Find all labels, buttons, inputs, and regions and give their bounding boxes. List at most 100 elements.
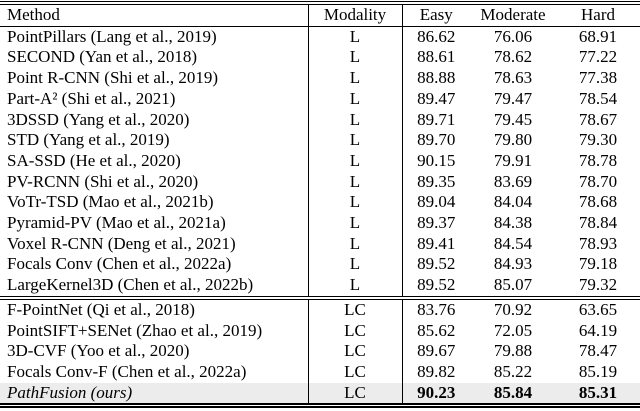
col-header-easy: Easy [419,5,453,24]
moderate-cell: 84.38 [493,213,533,233]
method-cell: PointSIFT+SENet (Zhao et al., 2019) [7,320,263,340]
modality-cell: L [307,233,403,255]
easy-cell: 89.47 [417,88,456,108]
method-cell: Part-A² (Shi et al., 2021) [7,88,176,108]
table-row: Point R-CNN (Shi et al., 2019) L 88.88 78.6… [0,68,640,89]
easy-cell: 89.35 [417,171,456,191]
modality-cell: L [307,171,403,193]
moderate-cell: 79.47 [493,88,533,108]
col-header-modality: Modality [307,3,403,27]
modality-cell: L [307,254,403,276]
method-cell: STD (Yang et al., 2019) [7,130,170,150]
modality-cell: L [307,192,403,214]
modality-cell: LC [307,297,403,321]
method-cell: Point R-CNN (Shi et al., 2019) [7,68,219,88]
hard-cell: 64.19 [578,320,618,340]
table-row: Pyramid-PV (Mao et al., 2021a) L 89.37 84.3… [0,213,640,234]
method-cell: Voxel R-CNN (Deng et al., 2021) [7,233,236,253]
table-row: F-PointNet (Qi et al., 2018) LC 83.76 70.92… [0,297,640,321]
table-row: VoTr-TSD (Mao et al., 2021b) L 89.04 84.04 7… [0,192,640,214]
hard-cell: 78.70 [578,171,618,191]
easy-cell: 89.04 [417,192,456,212]
method-cell: SECOND (Yan et al., 2018) [7,47,197,67]
hard-cell: 68.91 [578,26,618,46]
table-row: Voxel R-CNN (Deng et al., 2021) L 89.41 84.… [0,233,640,255]
modality-cell: L [307,150,403,172]
moderate-cell: 78.62 [493,47,533,67]
method-cell: LargeKernel3D (Chen et al., 2022b) [7,275,254,295]
hard-cell: 85.19 [578,361,618,381]
hard-cell: 77.38 [578,68,618,88]
table-row: 3D-CVF (Yoo et al., 2020) LC 89.67 79.88 78.… [0,341,640,362]
header-row: Method Modality Easy Moderate Hard [0,3,640,27]
easy-cell: 89.71 [417,109,456,129]
modality-cell: L [307,68,403,89]
easy-cell: 88.88 [417,68,456,88]
moderate-cell: 78.63 [493,68,533,88]
easy-cell: 83.76 [417,299,456,319]
modality-cell: L [307,47,403,69]
easy-cell: 89.67 [417,341,456,361]
modality-cell: LC [307,382,403,406]
col-header-method: Method [7,5,60,24]
moderate-cell: 84.54 [493,233,533,253]
table-row: Part-A² (Shi et al., 2021) L 89.47 79.47 78.… [0,88,640,110]
method-cell: PV-RCNN (Shi et al., 2020) [7,171,199,191]
hard-cell: 78.47 [578,341,618,361]
moderate-cell: 79.80 [493,130,533,150]
moderate-cell: 79.91 [493,150,533,170]
hard-cell: 79.32 [578,275,618,295]
hard-cell: 78.78 [578,150,618,170]
col-header-hard: Hard [581,5,615,24]
moderate-cell: 79.45 [493,109,533,129]
moderate-cell: 83.69 [493,171,533,191]
easy-cell: 88.61 [417,47,456,67]
easy-cell: 89.41 [417,233,456,253]
col-header-moderate: Moderate [480,5,546,24]
moderate-cell: 84.93 [493,254,533,274]
method-cell: VoTr-TSD (Mao et al., 2021b) [7,192,214,212]
table-row: LargeKernel3D (Chen et al., 2022b) L 89.52… [0,275,640,298]
method-cell: F-PointNet (Qi et al., 2018) [7,299,195,319]
method-cell: SA-SSD (He et al., 2020) [7,150,181,170]
table-header: Method Modality Easy Moderate Hard [0,3,640,27]
moderate-cell: 84.04 [493,192,533,212]
hard-cell: 77.22 [578,47,618,67]
hard-cell: 78.68 [578,192,618,212]
modality-cell: L [307,275,403,298]
moderate-cell: 85.84 [470,382,556,406]
modality-cell: LC [307,341,403,362]
hard-cell: 63.65 [578,299,618,319]
easy-cell: 90.23 [402,382,470,406]
method-cell: Focals Conv-F (Chen et al., 2022a) [7,361,247,381]
method-cell: PointPillars (Lang et al., 2019) [7,26,217,46]
method-cell: Focals Conv (Chen et al., 2022a) [7,254,232,274]
moderate-cell: 72.05 [493,320,533,340]
hard-cell: 78.54 [578,88,618,108]
modality-cell: L [307,109,403,131]
moderate-cell: 76.06 [493,26,533,46]
hard-cell: 79.18 [578,254,618,274]
section-lidar-only: PointPillars (Lang et al., 2019) L 86.62 76… [0,26,640,298]
modality-cell: L [307,130,403,151]
method-cell: 3DSSD (Yang et al., 2020) [7,109,190,129]
method-cell: PathFusion (ours) [0,382,308,406]
hard-cell: 85.31 [556,382,640,406]
modality-cell: L [307,26,403,48]
moderate-cell: 79.88 [493,341,533,361]
table-row: PointPillars (Lang et al., 2019) L 86.62 76… [0,26,640,48]
table-row: PointSIFT+SENet (Zhao et al., 2019) LC 85.… [0,320,640,342]
table-row: SECOND (Yan et al., 2018) L 88.61 78.62 77.2… [0,47,640,69]
modality-cell: LC [307,361,403,383]
easy-cell: 85.62 [417,320,456,340]
modality-cell: L [307,213,403,234]
easy-cell: 86.62 [417,26,456,46]
hard-cell: 78.84 [578,213,618,233]
modality-cell: L [307,88,403,110]
hard-cell: 78.93 [578,233,618,253]
method-cell: Pyramid-PV (Mao et al., 2021a) [7,213,226,233]
easy-cell: 90.15 [417,150,456,170]
easy-cell: 89.52 [417,254,456,274]
